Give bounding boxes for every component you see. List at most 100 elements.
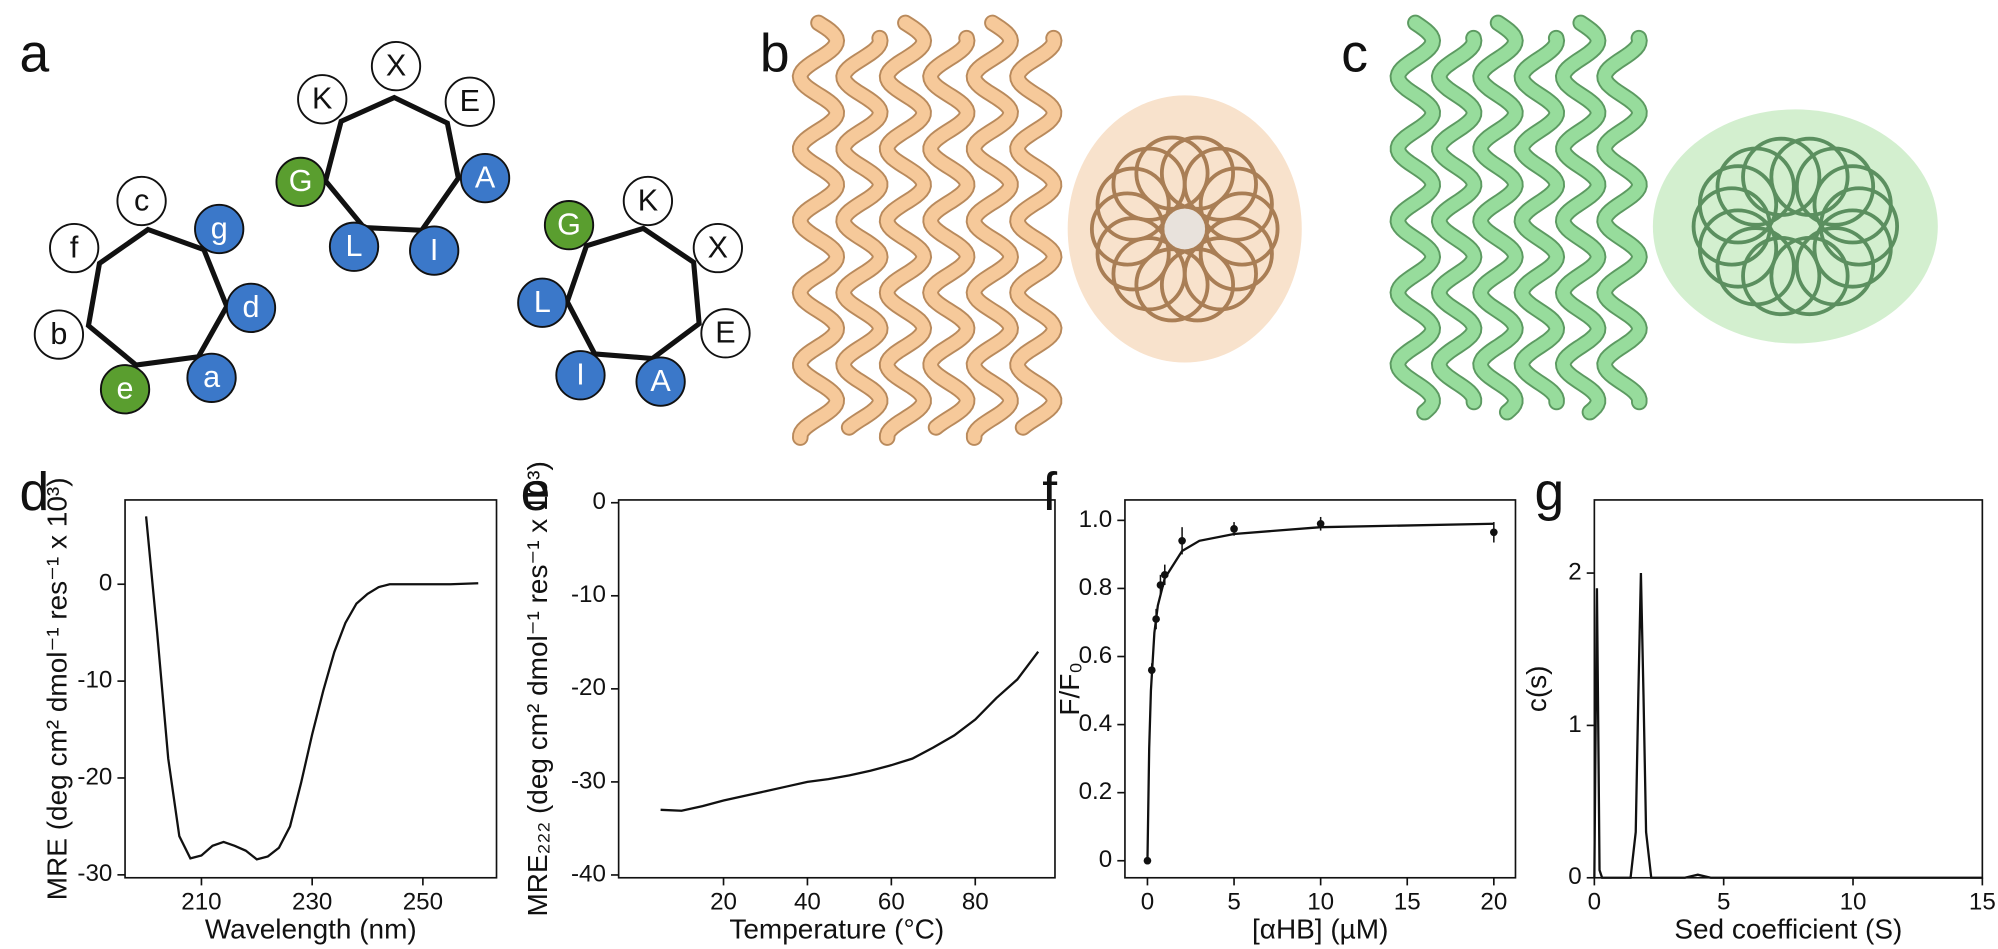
residue-label: A bbox=[475, 160, 496, 194]
data-line bbox=[1146, 522, 1494, 861]
y-tick-label: 0.2 bbox=[1079, 778, 1113, 805]
residue bbox=[409, 225, 460, 276]
x-tick-label: 10 bbox=[1840, 889, 1867, 916]
residue-label: I bbox=[430, 233, 438, 267]
residue-label: g bbox=[211, 211, 228, 245]
helix bbox=[1391, 16, 1440, 419]
x-axis-label: Sed coefficient (S) bbox=[1674, 914, 1902, 945]
protein-structures bbox=[791, 14, 1938, 446]
coil bbox=[1812, 164, 1893, 245]
y-tick-label: 0 bbox=[1568, 863, 1581, 890]
helix bbox=[837, 31, 887, 434]
coil bbox=[1812, 208, 1893, 289]
x-tick-label: 0 bbox=[1588, 889, 1601, 916]
residue bbox=[635, 356, 686, 407]
y-axis-label: MRE₂₂₂ (deg cm² dmol⁻¹ res⁻¹ x 10³) bbox=[522, 461, 553, 916]
panel-label: a bbox=[19, 24, 49, 83]
x-tick-label: 60 bbox=[878, 889, 905, 916]
coil bbox=[1741, 136, 1822, 217]
helix bbox=[880, 16, 931, 444]
coil bbox=[1715, 226, 1796, 307]
residue-label: A bbox=[650, 364, 671, 398]
residue-label: c bbox=[134, 183, 149, 217]
y-axis-label: F/F₀ bbox=[1054, 662, 1085, 716]
helix bbox=[924, 31, 974, 434]
residue bbox=[297, 74, 348, 125]
residue-label: K bbox=[638, 183, 659, 217]
plot-frame bbox=[617, 499, 1056, 879]
y-tick-label: 0.4 bbox=[1079, 710, 1113, 737]
y-tick-label: 1 bbox=[1568, 711, 1581, 738]
coil bbox=[1697, 164, 1779, 245]
x-axis-label: Temperature (°C) bbox=[729, 914, 944, 945]
residue bbox=[225, 282, 277, 333]
y-axis-label: MRE (deg cm² dmol⁻¹ res⁻¹ x 10³) bbox=[41, 478, 72, 901]
residue bbox=[700, 308, 751, 359]
residue bbox=[49, 222, 100, 274]
coil bbox=[1089, 191, 1166, 267]
residue-label: K bbox=[312, 82, 333, 116]
panel-label: c bbox=[1341, 24, 1368, 83]
residue bbox=[275, 156, 326, 208]
residue-label: X bbox=[708, 230, 728, 264]
data-point bbox=[1316, 519, 1325, 528]
x-tick-label: 5 bbox=[1717, 889, 1730, 916]
residue-label: E bbox=[460, 84, 480, 118]
y-tick-label: 0 bbox=[1099, 846, 1112, 873]
x-tick-label: 210 bbox=[181, 889, 221, 916]
plot-frame bbox=[1593, 499, 1984, 879]
y-tick-label: -40 bbox=[571, 860, 606, 887]
residue bbox=[194, 203, 245, 255]
x-axis-label: [αHB] (µM) bbox=[1252, 914, 1388, 945]
data-point bbox=[1143, 856, 1152, 865]
residue bbox=[517, 277, 568, 328]
wheel-ring bbox=[322, 94, 462, 233]
residue bbox=[692, 222, 743, 274]
y-tick-label: 1.0 bbox=[1079, 506, 1113, 533]
x-tick-label: 20 bbox=[710, 889, 737, 916]
x-tick-label: 80 bbox=[962, 889, 989, 916]
helix bbox=[1432, 31, 1481, 409]
surface bbox=[1652, 109, 1938, 344]
coil bbox=[1769, 235, 1850, 317]
coil bbox=[1134, 135, 1210, 211]
coil bbox=[1159, 135, 1235, 211]
helix bbox=[1515, 31, 1564, 409]
data-line bbox=[144, 516, 479, 861]
residue bbox=[328, 221, 380, 272]
x-tick-label: 0 bbox=[1141, 889, 1154, 916]
x-tick-label: 20 bbox=[1480, 889, 1507, 916]
residue bbox=[622, 175, 674, 227]
coil bbox=[1182, 146, 1258, 222]
residue-label: L bbox=[534, 285, 551, 319]
y-tick-label: 0 bbox=[99, 570, 112, 597]
y-tick-label: 0 bbox=[592, 488, 605, 515]
pore bbox=[1164, 208, 1206, 250]
residue-label: e bbox=[117, 372, 134, 406]
plot-frame bbox=[124, 499, 498, 879]
coil bbox=[1794, 146, 1876, 227]
y-tick-label: 0.6 bbox=[1079, 642, 1113, 669]
x-tick-label: 230 bbox=[292, 889, 332, 916]
y-tick-label: -30 bbox=[571, 767, 606, 794]
helix bbox=[967, 16, 1018, 444]
x-tick-label: 5 bbox=[1227, 889, 1240, 916]
panel-label: f bbox=[1042, 463, 1057, 522]
residue-label: d bbox=[243, 290, 260, 324]
residue bbox=[33, 309, 85, 360]
y-tick-label: -30 bbox=[77, 860, 112, 887]
residue bbox=[543, 200, 595, 251]
residue-label: a bbox=[203, 360, 220, 394]
helix bbox=[1474, 16, 1522, 419]
panel-label: e bbox=[521, 463, 551, 522]
plot-frame bbox=[1124, 499, 1517, 879]
residue-label: L bbox=[346, 229, 363, 263]
residue-label: f bbox=[70, 230, 79, 264]
coil bbox=[1204, 191, 1280, 267]
y-axis-label: c(s) bbox=[1521, 666, 1552, 713]
wheel-ring bbox=[85, 226, 230, 368]
helix bbox=[1556, 16, 1605, 419]
residue bbox=[116, 175, 167, 227]
data-point bbox=[1230, 525, 1238, 533]
